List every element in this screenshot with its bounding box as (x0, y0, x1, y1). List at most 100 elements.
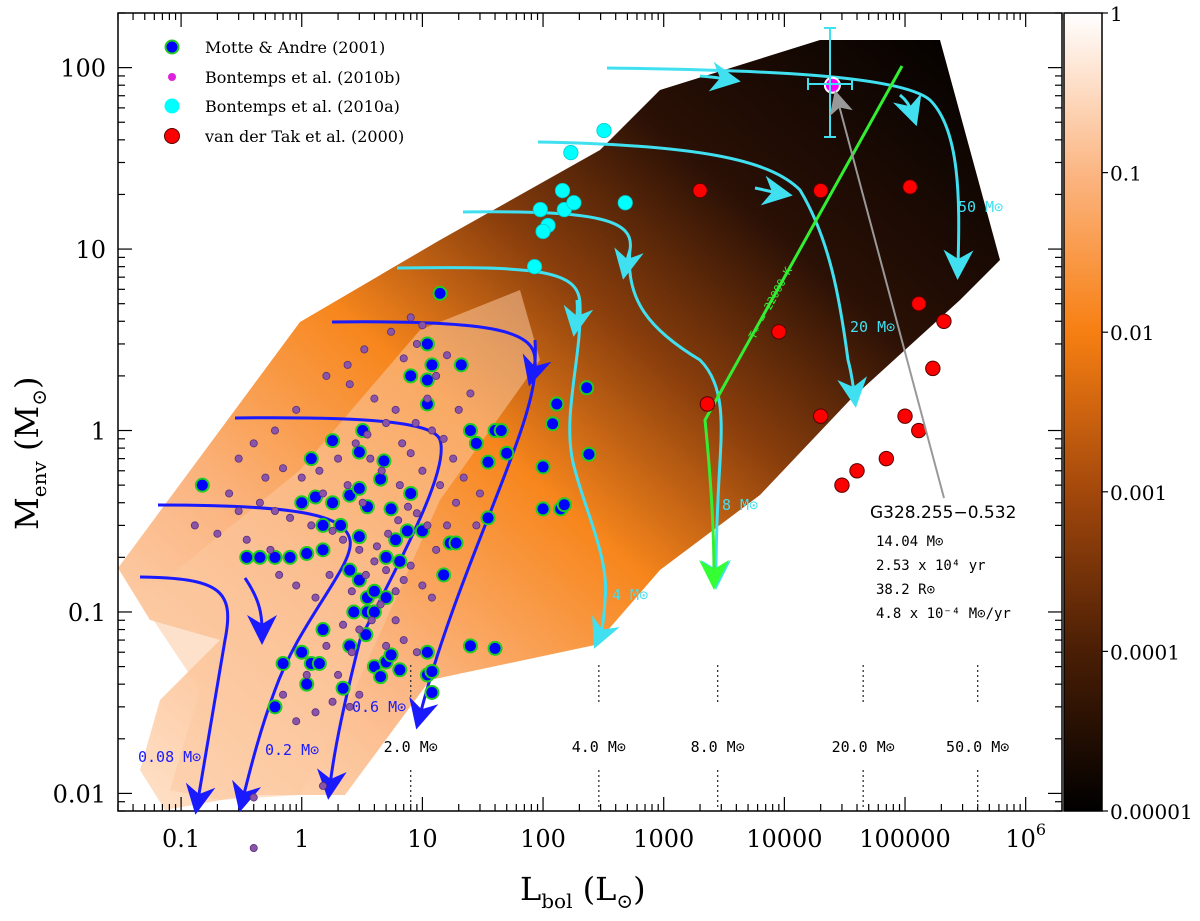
y-axis-title: Menv (M⊙) (8, 377, 51, 530)
point-motte (487, 640, 503, 656)
bontemps-2010b-point (266, 545, 275, 554)
point-motte (315, 622, 331, 638)
bontemps-2010b-point (391, 405, 400, 414)
point-van (911, 295, 927, 312)
bontemps-2010b-point (302, 670, 311, 679)
cyan-track-8 (462, 210, 732, 590)
y-tick-label: 1 (91, 418, 106, 446)
point-motte (453, 357, 469, 373)
annotation-name: G328.255−0.532 (870, 503, 1016, 523)
bontemps-2010b-point (322, 371, 331, 380)
point-motte (342, 562, 358, 578)
point-van (699, 396, 716, 412)
bontemps-2010b-point (443, 351, 452, 360)
bontemps-2010b-point (249, 793, 258, 802)
bontemps-2010b-point (315, 466, 324, 475)
x-tick-labels: 0.1 1 10 100 1000 10000 100000 106 (162, 820, 1046, 853)
bontemps-2010b-point (399, 354, 408, 363)
point-motte (579, 380, 595, 396)
bontemps-2010b-point (270, 426, 279, 435)
point-bontemps (596, 122, 612, 139)
label-8: 8 M⊙ (722, 496, 758, 514)
bottom-mass-label: 4.0 M⊙ (572, 738, 626, 756)
point-motte (480, 510, 496, 526)
blue-track-0.2-arrow-mid (243, 577, 277, 645)
x-tick-label: 10000 (746, 825, 822, 853)
point-van (878, 450, 895, 467)
bontemps-2010b-point (452, 498, 461, 507)
point-motte (373, 669, 389, 685)
bontemps-2010b-point (372, 542, 381, 551)
bontemps-2010b-point (318, 489, 327, 498)
point-van (925, 360, 941, 377)
blue-track-0.08 (139, 575, 230, 815)
point-motte (267, 699, 283, 715)
colorbar (1063, 12, 1103, 812)
point-motte (294, 495, 310, 511)
bontemps-2010b-point (249, 844, 258, 853)
label-20: 20 M⊙ (850, 318, 895, 336)
g328-pointer-arrow (829, 90, 945, 499)
x-tick-label: 1000 (633, 825, 694, 853)
point-motte (419, 372, 435, 388)
colorbar-tick-label: 0.1 (1110, 162, 1142, 186)
density-band-bright (140, 290, 540, 800)
label-4: 4 M⊙ (612, 586, 648, 604)
point-motte (267, 549, 283, 565)
x-tick-label: 106 (1005, 820, 1046, 853)
bontemps-2010b-point (334, 454, 343, 463)
point-motte (424, 357, 440, 373)
point-motte (252, 549, 268, 565)
bontemps-2010b-point (343, 481, 352, 490)
legend-marker-motte (164, 39, 180, 55)
point-motte (383, 501, 399, 517)
bontemps-2010b-point (325, 570, 334, 579)
bontemps-2010b-point (418, 466, 427, 475)
bontemps-2010b-point (292, 717, 301, 726)
bontemps-2010b-point (406, 449, 415, 458)
label-0.08: 0.08 M⊙ (138, 748, 201, 766)
point-motte (535, 501, 551, 517)
bottom-mass-label: 20.0 M⊙ (832, 738, 895, 756)
bontemps-2010b-point (242, 535, 251, 544)
legend-marker-bontemps-b (168, 73, 176, 81)
point-motte (462, 638, 478, 654)
annotation-mass: 14.04 M⊙ (876, 534, 944, 550)
bontemps-2010b-point (347, 648, 356, 657)
bontemps-2010b-point (459, 473, 468, 482)
bontemps-2010b-point (382, 566, 391, 575)
point-motte (392, 662, 408, 678)
bottom-mass-label: 50.0 M⊙ (946, 738, 1009, 756)
point-motte (346, 604, 362, 620)
colorbar-tick-label: 0.001 (1110, 481, 1167, 505)
point-motte (432, 285, 448, 301)
point-bontemps (566, 195, 582, 211)
point-motte (299, 676, 315, 692)
point-bontemps (535, 223, 551, 240)
legend: Motte & Andre (2001) Bontemps et al. (20… (164, 38, 404, 146)
bontemps-2010b-point (443, 521, 452, 530)
bontemps-2010b-point (334, 670, 343, 679)
x-axis-title: Lbol (L⊙) (520, 870, 646, 913)
point-motte (468, 435, 484, 451)
y-tick-label: 0.01 (53, 780, 106, 808)
bontemps-2010b-point (436, 481, 445, 490)
point-motte (378, 590, 394, 606)
bontemps-2010b-point (439, 434, 448, 443)
cyan-track-8-mid (614, 247, 644, 280)
point-motte (378, 549, 394, 565)
point-motte (419, 644, 435, 660)
bontemps-2010b-point (404, 502, 413, 511)
bontemps-2010b-point (297, 473, 306, 482)
bontemps-2010b-point (270, 507, 279, 516)
point-motte (351, 529, 367, 545)
x-tick-label: 0.1 (162, 825, 200, 853)
bontemps-2010b-point (351, 439, 360, 448)
bontemps-2010b-points (190, 313, 484, 853)
axis-ticks (117, 12, 1063, 812)
blue-track-2.0-mid (522, 339, 552, 387)
bontemps-2010b-point (345, 380, 354, 389)
legend-bontemps-a: Bontemps et al. (2010a) (205, 97, 400, 116)
point-motte (315, 517, 331, 533)
